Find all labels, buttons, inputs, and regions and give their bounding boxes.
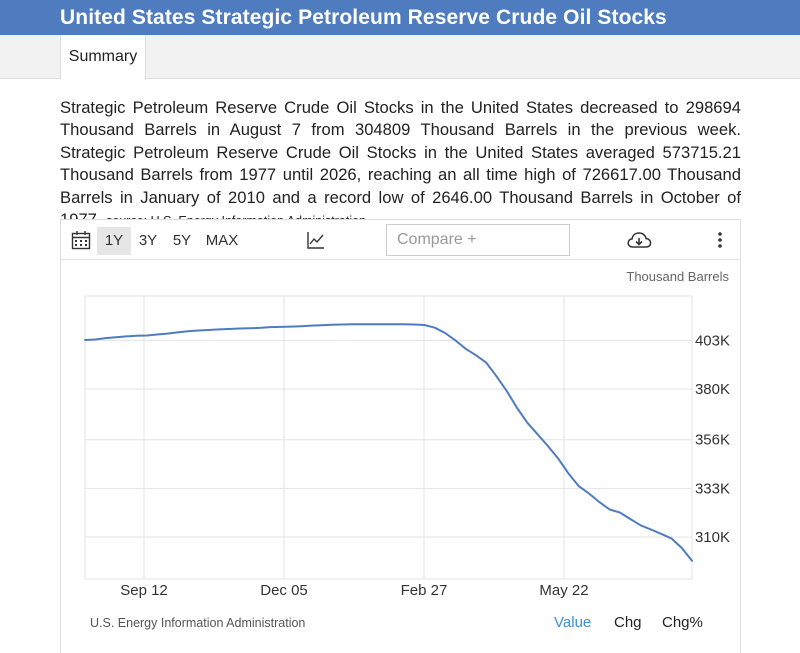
range-5y-button[interactable]: 5Y: [172, 232, 192, 249]
y-tick-label: 333K: [695, 480, 730, 497]
y-tick-label: 380K: [695, 381, 730, 398]
content-area: Strategic Petroleum Reserve Crude Oil St…: [0, 79, 800, 653]
chg-button[interactable]: Chg: [614, 614, 642, 631]
calendar-icon[interactable]: [71, 230, 91, 250]
y-tick-label: 356K: [695, 432, 730, 449]
x-tick-label: Feb 27: [401, 582, 448, 599]
chart-panel: 1Y 3Y 5Y MAX Thousand Barrels 403K 380K 35…: [60, 219, 741, 653]
plot-frame: [84, 295, 693, 580]
chart-toolbar: 1Y 3Y 5Y MAX: [61, 220, 740, 260]
page-title: United States Strategic Petroleum Reserv…: [60, 6, 667, 29]
x-tick-label: Sep 12: [120, 582, 168, 599]
summary-paragraph: Strategic Petroleum Reserve Crude Oil St…: [60, 97, 741, 232]
summary-text: Strategic Petroleum Reserve Crude Oil St…: [60, 98, 741, 229]
x-tick-label: May 22: [539, 582, 588, 599]
footer-source: U.S. Energy Information Administration: [90, 616, 306, 630]
line-chart-icon[interactable]: [306, 230, 326, 250]
compare-input[interactable]: [386, 224, 570, 256]
y-tick-label: 403K: [695, 332, 730, 349]
range-1y-button[interactable]: 1Y: [97, 227, 131, 255]
tab-summary[interactable]: Summary: [60, 35, 146, 79]
series-line: [84, 323, 693, 562]
x-tick-label: Dec 05: [260, 582, 308, 599]
y-tick-label: 310K: [695, 529, 730, 546]
cloud-download-icon[interactable]: [626, 230, 652, 250]
unit-label: Thousand Barrels: [626, 269, 729, 284]
title-bar: United States Strategic Petroleum Reserv…: [0, 0, 800, 35]
range-3y-button[interactable]: 3Y: [138, 232, 158, 249]
tab-row: Summary: [0, 35, 800, 79]
more-vertical-icon[interactable]: [713, 230, 727, 250]
chart-plot: Thousand Barrels 403K 380K 356K 333K 310K Se…: [84, 269, 730, 599]
chg-pct-button[interactable]: Chg%: [662, 614, 703, 631]
value-button[interactable]: Value: [554, 614, 592, 631]
range-max-button[interactable]: MAX: [205, 232, 239, 249]
